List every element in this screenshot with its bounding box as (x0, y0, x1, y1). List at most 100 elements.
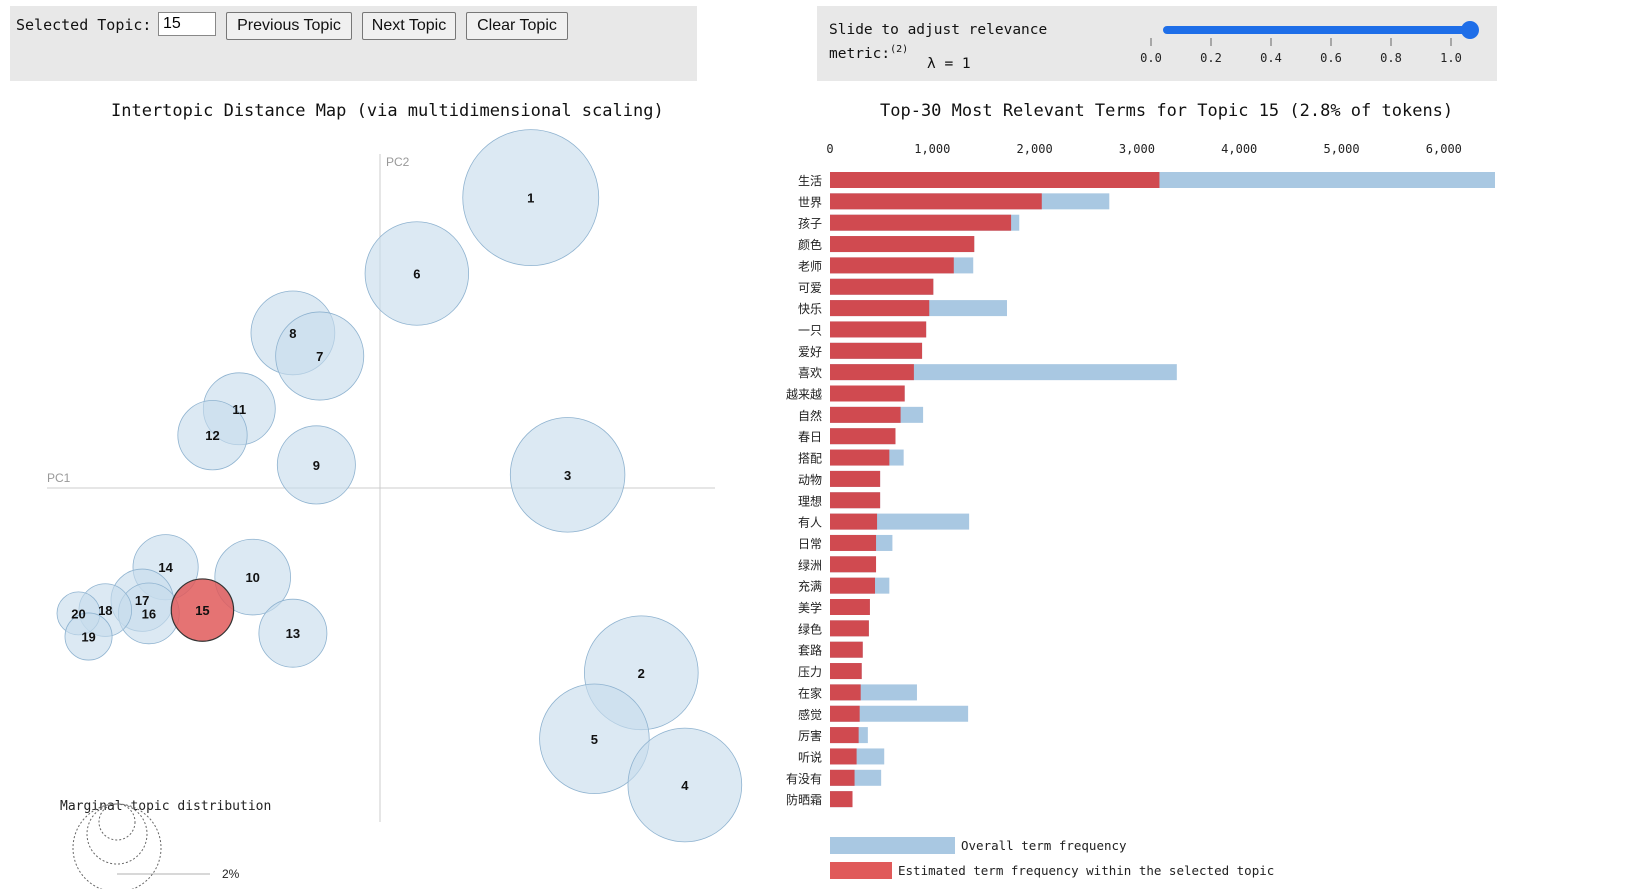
term-label[interactable]: 春日 (798, 430, 822, 444)
term-label[interactable]: 充满 (798, 579, 822, 594)
topic-label-13[interactable]: 13 (286, 626, 300, 641)
term-label[interactable]: 自然 (798, 408, 822, 423)
term-label[interactable]: 美学 (798, 600, 822, 615)
topic-label-20[interactable]: 20 (71, 606, 85, 621)
topic-label-14[interactable]: 14 (158, 560, 173, 575)
x-tick-label: 6,000 (1426, 142, 1462, 156)
topic-label-18[interactable]: 18 (98, 603, 112, 618)
term-label[interactable]: 有没有 (786, 771, 822, 786)
next-topic-button[interactable]: Next Topic (362, 12, 456, 40)
topic-label-2[interactable]: 2 (638, 666, 645, 681)
topic-label-6[interactable]: 6 (413, 267, 420, 282)
topic-label-7[interactable]: 7 (316, 349, 323, 364)
clear-topic-button[interactable]: Clear Topic (466, 12, 568, 40)
overall-bar (830, 449, 904, 466)
topic-label-3[interactable]: 3 (564, 468, 571, 483)
topic-bar (830, 214, 1012, 231)
term-label[interactable]: 防晒霜 (786, 792, 822, 807)
pc2-label: PC2 (386, 155, 410, 169)
marginal-distribution-title: Marginal topic distribution (60, 799, 271, 814)
lambda-slider-ticks: 0.0 0.2 0.4 0.6 0.8 1.0 (1140, 38, 1462, 65)
topic-bar (830, 769, 855, 786)
lambda-slider-thumb[interactable] (1461, 21, 1479, 39)
topic-bar (830, 663, 862, 680)
topic-bar (830, 364, 914, 381)
term-label[interactable]: 爱好 (798, 345, 822, 359)
marginal-legend-circle (98, 803, 136, 841)
topic-control-panel: Selected Topic: Previous Topic Next Topi… (10, 6, 697, 81)
term-label[interactable]: 可爱 (798, 281, 822, 295)
topic-label-15[interactable]: 15 (195, 603, 209, 618)
overall-bar (830, 663, 862, 680)
term-label[interactable]: 绿色 (798, 621, 822, 636)
term-label[interactable]: 一只 (798, 323, 822, 337)
topic-bar (830, 727, 859, 744)
term-label[interactable]: 套路 (798, 643, 822, 658)
pc1-label: PC1 (47, 471, 71, 485)
topic-bar (830, 791, 853, 808)
topic-circle-19[interactable] (64, 612, 113, 661)
topic-bar (830, 278, 934, 295)
term-label[interactable]: 听说 (798, 749, 822, 764)
overall-bar (830, 684, 917, 701)
selected-topic-input[interactable] (158, 12, 216, 36)
term-label[interactable]: 搭配 (798, 452, 822, 466)
term-label[interactable]: 理想 (798, 493, 822, 508)
topic-circle-6[interactable] (364, 221, 470, 326)
topic-circle-15[interactable] (170, 578, 235, 642)
topic-circle-10[interactable] (214, 538, 291, 616)
term-label[interactable]: 越来越 (786, 388, 822, 402)
topic-label-1[interactable]: 1 (527, 191, 534, 206)
topic-label-4[interactable]: 4 (681, 778, 689, 793)
topic-bar (830, 257, 954, 274)
topic-circle-3[interactable] (509, 417, 626, 533)
term-label[interactable]: 厉害 (798, 728, 822, 743)
intertopic-map-title: Intertopic Distance Map (via multidimens… (111, 101, 664, 121)
topic-label-10[interactable]: 10 (245, 570, 259, 585)
topic-bar (830, 599, 870, 615)
topic-label-9[interactable]: 9 (313, 458, 320, 473)
lambda-footnote[interactable]: (2) (890, 44, 909, 55)
term-label[interactable]: 生活 (798, 174, 822, 188)
term-label[interactable]: 世界 (798, 195, 822, 209)
term-label[interactable]: 有人 (798, 516, 822, 530)
topic-label-19[interactable]: 19 (81, 630, 95, 645)
topic-label-12[interactable]: 12 (205, 428, 219, 443)
term-label[interactable]: 快乐 (798, 302, 822, 316)
topic-circle-1[interactable] (462, 129, 600, 267)
term-label[interactable]: 孩子 (798, 217, 822, 231)
overall-bar (830, 193, 1110, 210)
term-label[interactable]: 颜色 (798, 237, 822, 252)
lambda-tick-label: 1.0 (1440, 51, 1462, 65)
term-label[interactable]: 感觉 (798, 707, 822, 722)
topic-circle-5[interactable] (539, 683, 650, 795)
topic-circle-4[interactable] (627, 727, 743, 843)
overall-bar (830, 577, 890, 594)
topic-circle-9[interactable] (276, 425, 356, 505)
topic-bar (830, 321, 927, 338)
previous-topic-button[interactable]: Previous Topic (226, 12, 352, 40)
topic-circle-7[interactable] (275, 311, 365, 401)
topic-bar (830, 193, 1042, 210)
term-label[interactable]: 在家 (798, 685, 822, 700)
topic-label-16[interactable]: 16 (142, 606, 156, 621)
topic-label-17[interactable]: 17 (135, 593, 149, 608)
topic-label-8[interactable]: 8 (289, 326, 296, 341)
term-label[interactable]: 日常 (798, 537, 822, 551)
term-label[interactable]: 喜欢 (798, 365, 822, 380)
topic-label-11[interactable]: 11 (232, 402, 246, 417)
overall-bar (830, 257, 974, 274)
topic-bar (830, 300, 930, 317)
topic-circle-12[interactable] (177, 400, 248, 471)
topic-label-5[interactable]: 5 (591, 732, 598, 747)
lambda-tick-label: 0.8 (1380, 51, 1402, 65)
overall-bar (830, 470, 881, 487)
x-tick-label: 5,000 (1323, 142, 1359, 156)
lambda-slider-track[interactable] (1163, 26, 1469, 34)
topic-circle-13[interactable] (258, 598, 328, 668)
term-label[interactable]: 压力 (798, 665, 822, 679)
term-label[interactable]: 老师 (798, 259, 822, 273)
term-label[interactable]: 绿洲 (798, 557, 822, 572)
term-label[interactable]: 动物 (798, 473, 822, 487)
overall-bar (830, 492, 881, 509)
